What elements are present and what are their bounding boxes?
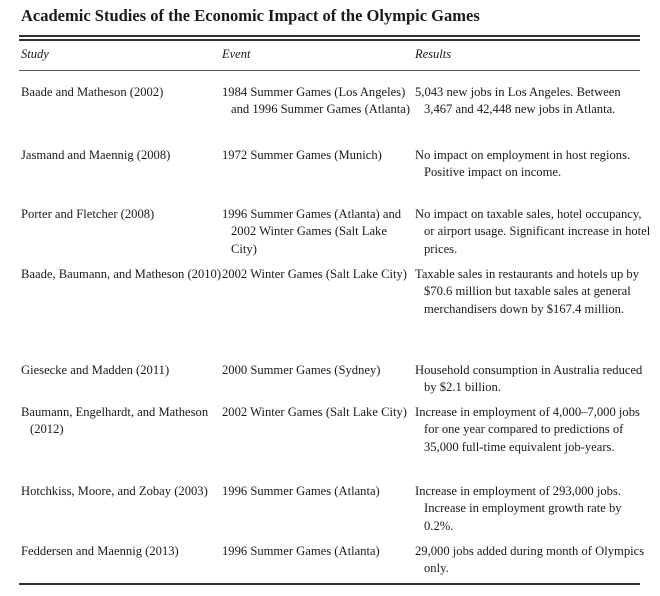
top-rule-double	[19, 39, 640, 41]
table-title: Academic Studies of the Economic Impact …	[21, 6, 480, 25]
header-event: Event	[222, 47, 251, 61]
results-cell: Increase in employment of 4,000–7,000 jo…	[415, 405, 640, 454]
event-cell: 2002 Winter Games (Salt Lake City)	[222, 267, 407, 281]
results-cell: 5,043 new jobs in Los Angeles. Between 3…	[415, 85, 621, 117]
event-cell: 1972 Summer Games (Munich)	[222, 148, 382, 162]
header-study: Study	[21, 47, 49, 61]
event-cell: 1996 Summer Games (Atlanta) and 2002 Win…	[222, 207, 402, 256]
header-results: Results	[415, 47, 452, 61]
header-rule	[19, 70, 640, 71]
results-cell: 29,000 jobs added during month of Olympi…	[415, 544, 645, 576]
study-cell: Feddersen and Maennig (2013)	[21, 544, 179, 558]
study-cell: Baade, Baumann, and Matheson (2010)	[21, 267, 222, 281]
event-cell: 1996 Summer Games (Atlanta)	[222, 544, 380, 558]
results-cell: No impact on taxable sales, hotel occupa…	[415, 207, 651, 256]
study-cell: Hotchkiss, Moore, and Zobay (2003)	[21, 484, 208, 498]
event-cell: 1984 Summer Games (Los Angeles) and 1996…	[222, 85, 411, 117]
bottom-rule	[19, 583, 640, 585]
event-cell: 2000 Summer Games (Sydney)	[222, 363, 381, 377]
event-cell: 2002 Winter Games (Salt Lake City)	[222, 405, 407, 419]
study-cell: Baumann, Engelhardt, and Matheson (2012)	[21, 405, 209, 437]
study-cell: Giesecke and Madden (2011)	[21, 363, 170, 377]
top-rule	[19, 35, 640, 37]
results-cell: Taxable sales in restaurants and hotels …	[415, 267, 639, 316]
results-cell: Increase in employment of 293,000 jobs. …	[415, 484, 622, 533]
results-cell: Household consumption in Australia reduc…	[415, 363, 643, 395]
study-cell: Jasmand and Maennig (2008)	[21, 148, 171, 162]
study-cell: Baade and Matheson (2002)	[21, 85, 164, 99]
event-cell: 1996 Summer Games (Atlanta)	[222, 484, 380, 498]
study-cell: Porter and Fletcher (2008)	[21, 207, 155, 221]
results-cell: No impact on employment in host regions.…	[415, 148, 631, 180]
